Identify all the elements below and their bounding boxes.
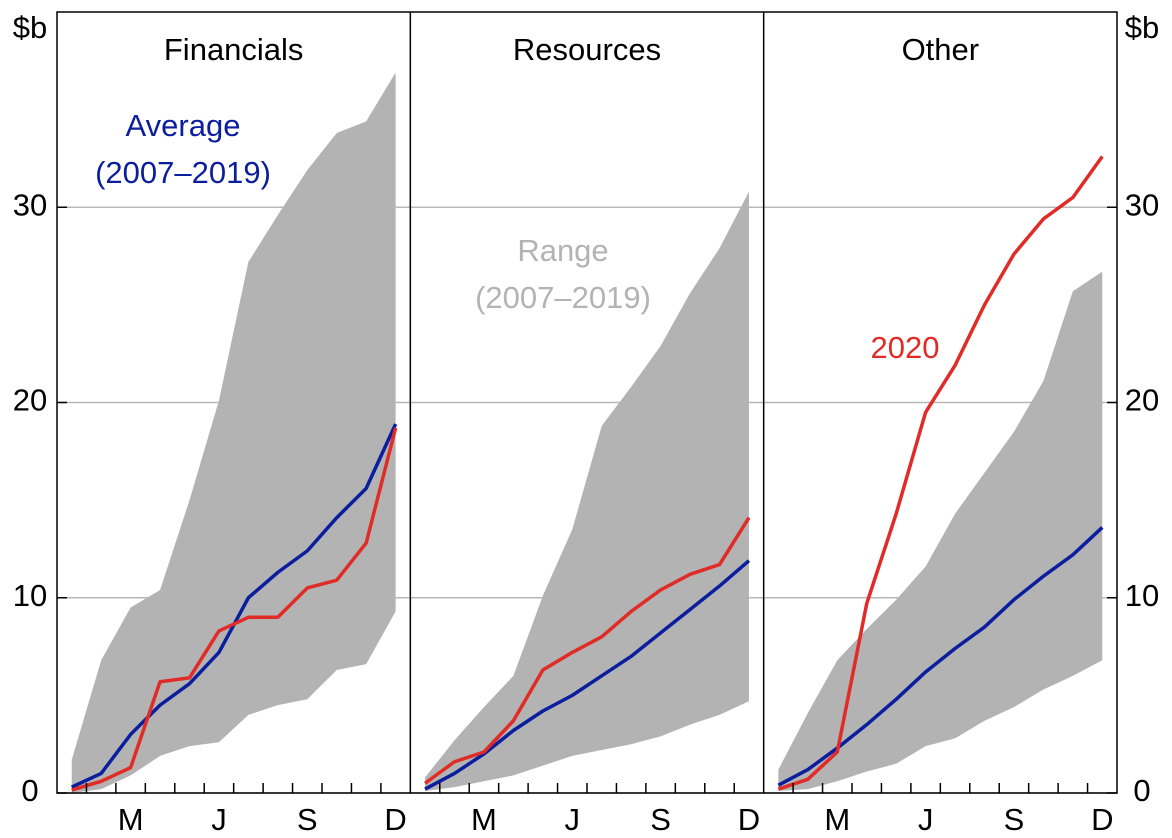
y-unit-left: $b — [13, 10, 47, 45]
y-tick-label-left: 10 — [13, 578, 47, 613]
range-band — [425, 191, 749, 792]
annotation-average: (2007–2019) — [95, 155, 271, 190]
annotation-current: 2020 — [871, 330, 940, 365]
y-unit-right: $b — [1125, 10, 1159, 45]
x-tick-label: S — [650, 802, 671, 837]
panel-title: Other — [902, 32, 980, 67]
lines — [70, 155, 1104, 792]
current-line — [424, 516, 751, 785]
current-line — [71, 427, 398, 792]
current-line — [777, 155, 1104, 791]
x-tick-label: M — [824, 802, 850, 837]
x-tick-label: S — [297, 802, 318, 837]
x-tick-label: D — [1091, 802, 1113, 837]
y-tick-label-left: 30 — [13, 187, 47, 222]
annotation-average: Average — [126, 108, 241, 143]
y-tick-label-right: 30 — [1125, 187, 1159, 222]
range-band — [778, 271, 1103, 792]
panel-title: Resources — [513, 32, 661, 67]
average-line — [777, 526, 1104, 787]
axes — [56, 11, 1118, 794]
plot-frame — [56, 11, 1118, 794]
panel-title: Financials — [164, 32, 304, 67]
range-band — [71, 72, 396, 794]
y-tick-label-left: 0 — [21, 773, 38, 808]
x-tick-label: J — [918, 802, 934, 837]
annotation-range: (2007–2019) — [475, 280, 651, 315]
x-tick-label: M — [471, 802, 497, 837]
x-tick-label: S — [1004, 802, 1025, 837]
x-tick-label: M — [118, 802, 144, 837]
ranges — [71, 72, 1103, 794]
y-tick-label-right: 10 — [1125, 578, 1159, 613]
annotation-range: Range — [517, 233, 608, 268]
x-tick-label: J — [211, 802, 227, 837]
average-line — [424, 559, 751, 791]
x-tick-label: J — [565, 802, 581, 837]
x-tick-label: D — [384, 802, 406, 837]
y-tick-label-left: 20 — [13, 383, 47, 418]
x-tick-label: D — [738, 802, 760, 837]
y-tick-label-right: 0 — [1133, 773, 1150, 808]
y-tick-label-right: 20 — [1125, 383, 1159, 418]
